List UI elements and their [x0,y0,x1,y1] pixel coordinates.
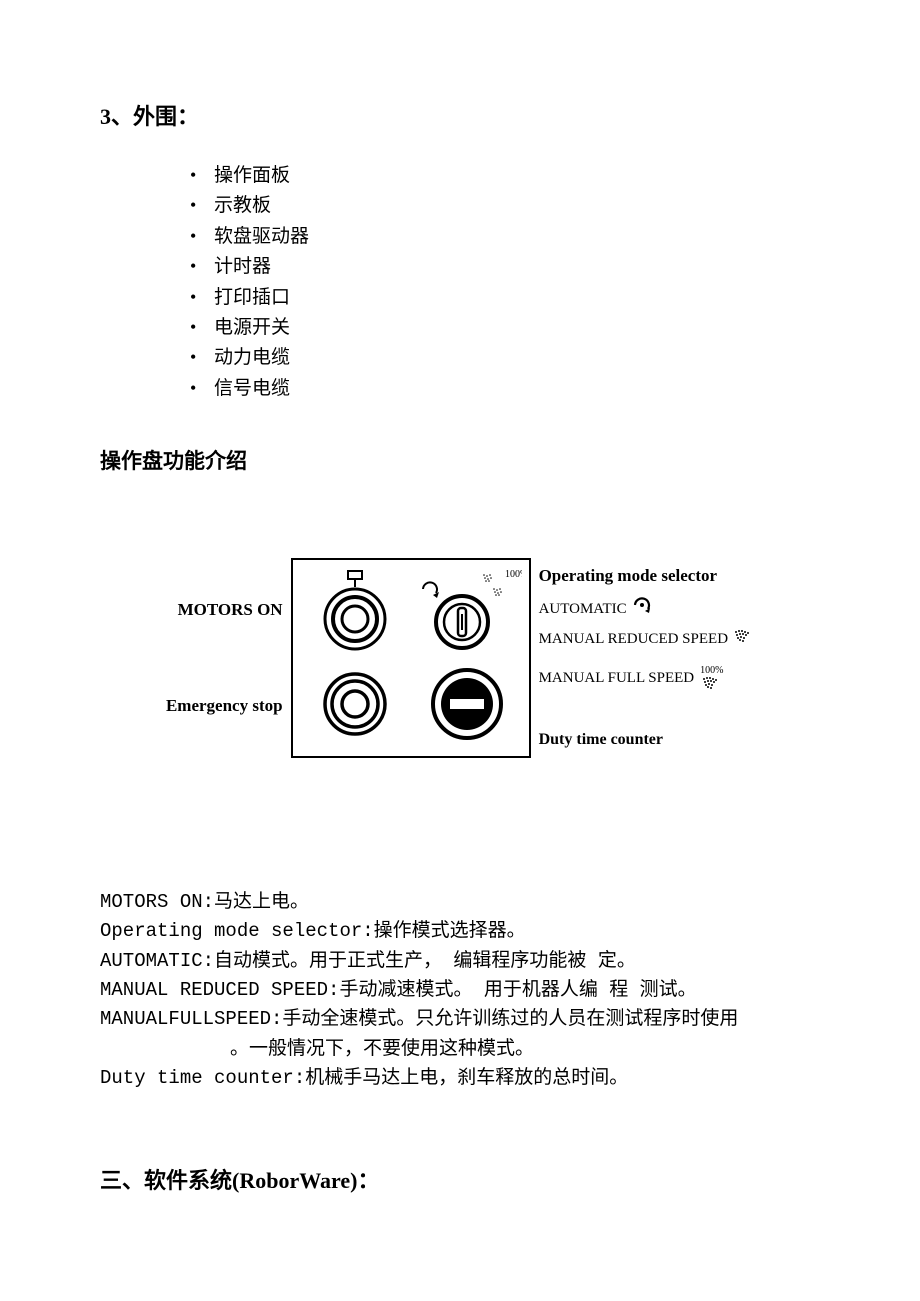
peripheral-list: 操作面板 示教板 软盘驱动器 计时器 打印插口 电源开关 动力电缆 信号电缆 [190,161,820,404]
list-item: 软盘驱动器 [190,222,820,252]
panel-box: 100% [291,558,531,758]
list-item: 示教板 [190,191,820,221]
auto-rotate-icon [633,596,651,622]
mode-row-manual-reduced: MANUAL REDUCED SPEED [539,628,754,651]
mode-label: MANUAL REDUCED SPEED [539,628,728,651]
duty-counter-icon [411,658,523,750]
list-item: 操作面板 [190,161,820,191]
mode-label: AUTOMATIC [539,598,627,621]
desc-line: MANUALFULLSPEED:手动全速模式。只允许训练过的人员在测试程序时使用 [100,1005,820,1034]
mode-selector-icon: 100% [411,566,523,658]
label-duty-counter: Duty time counter [539,728,754,752]
list-item: 打印插口 [190,283,820,313]
section-heading-software: 三、软件系统(RoborWare)： [100,1164,820,1197]
desc-line: 。一般情况下，不要使用这种模式。 [100,1035,820,1064]
list-item: 计时器 [190,252,820,282]
panel-right-labels: Operating mode selector AUTOMATIC MANUAL… [539,563,754,753]
operator-panel-figure: MOTORS ON Emergency stop [100,558,820,758]
desc-line: Duty time counter:机械手马达上电，刹车释放的总时间。 [100,1064,820,1093]
hand-icon [734,628,754,651]
desc-line: Operating mode selector:操作模式选择器。 [100,917,820,946]
motors-on-button-icon [299,566,411,658]
list-item: 动力电缆 [190,343,820,373]
mode-row-automatic: AUTOMATIC [539,596,754,622]
description-block: MOTORS ON:马达上电。 Operating mode selector:… [100,888,820,1094]
sup-100pct: 100% [700,666,723,676]
mode-row-manual-full: MANUAL FULL SPEED 100% [539,666,754,690]
mode-label: MANUAL FULL SPEED [539,667,695,690]
label-emergency-stop: Emergency stop [166,693,283,719]
desc-line: MOTORS ON:马达上电。 [100,888,820,917]
section-heading-peripheral: 3、外围： [100,100,820,133]
label-mode-selector-title: Operating mode selector [539,563,754,589]
list-item: 信号电缆 [190,374,820,404]
hand-100-icon: 100% [700,666,723,690]
emergency-stop-icon [299,658,411,750]
panel-100pct-label: 100% [505,569,522,580]
panel-left-labels: MOTORS ON Emergency stop [166,597,283,718]
desc-line: MANUAL REDUCED SPEED:手动减速模式。 用于机器人编 程 测试… [100,976,820,1005]
list-item: 电源开关 [190,313,820,343]
desc-line: AUTOMATIC:自动模式。用于正式生产， 编辑程序功能被 定。 [100,947,820,976]
label-motors-on: MOTORS ON [166,597,283,623]
panel-intro-heading: 操作盘功能介绍 [100,446,820,478]
